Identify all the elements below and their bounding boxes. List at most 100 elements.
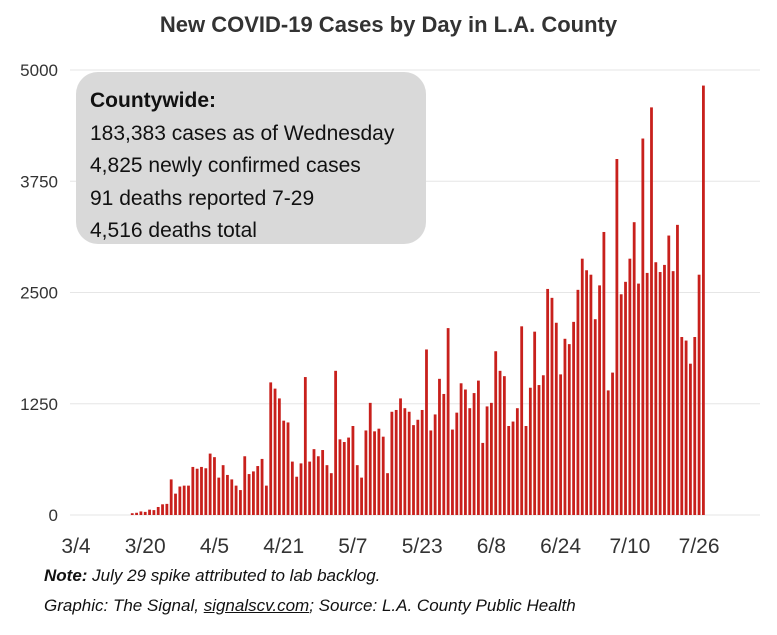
bar [572,321,576,515]
bar [213,457,216,515]
bar [325,465,329,515]
bar [459,383,463,515]
bar [433,414,437,515]
footnote: Note: July 29 spike attributed to lab ba… [44,566,380,586]
bar [541,375,545,515]
bar [226,474,229,515]
bar [187,485,190,515]
x-tick-label: 5/23 [402,535,443,558]
bar [247,474,251,515]
bar [130,513,134,515]
bar [243,456,247,515]
bar [615,159,619,515]
summary-title: Countywide: [90,89,216,112]
bar [624,281,627,515]
bar [342,442,346,515]
bar [221,465,225,515]
bar [438,378,441,515]
bar [135,512,138,515]
bar [351,426,355,515]
bar [502,376,506,515]
bar [260,458,264,515]
bar [477,380,480,515]
bar [468,408,472,515]
bar [407,411,411,515]
bar [697,274,701,515]
bar [182,485,186,515]
bar [650,107,653,515]
bar [386,473,389,515]
bar [178,486,182,515]
credit-line: Graphic: The Signal, signalscv.com; Sour… [44,596,576,616]
bar [494,351,498,515]
bar [598,285,601,515]
y-axis-ticks: 0 1250 2500 3750 5000 [20,61,58,525]
bar [628,258,632,515]
bar [645,272,649,515]
bar [567,344,571,515]
bar [667,235,671,516]
bar [290,461,294,515]
bar [451,429,454,515]
bar [611,372,614,515]
bar [637,283,640,515]
bar [394,409,398,515]
bar [472,393,476,515]
bar [520,326,524,515]
bar [546,288,550,515]
bar [360,477,363,515]
y-tick-label: 1250 [20,395,58,414]
bar [152,510,156,515]
bar [295,476,299,515]
bar [580,258,584,515]
x-tick-label: 4/5 [200,535,229,558]
bar [381,436,385,515]
y-tick-label: 5000 [20,61,58,80]
bar [169,479,173,515]
credit-suffix: ; Source: L.A. County Public Health [309,596,576,615]
x-tick-label: 3/4 [61,535,91,558]
note-text: July 29 spike attributed to lab backlog. [87,566,381,585]
bar [606,390,610,515]
bar [230,479,234,515]
countywide-summary-box: Countywide: 183,383 cases as of Wednesda… [76,72,426,244]
bar [303,377,307,515]
bar [208,453,212,515]
bar [563,338,567,515]
bar [174,493,177,515]
bar [684,340,688,515]
bar [156,506,160,515]
bar [143,511,147,515]
bar [602,231,606,516]
bar [528,387,532,515]
y-tick-label: 2500 [20,284,58,303]
bar [412,425,415,515]
x-tick-label: 4/21 [263,535,304,558]
bar [658,272,662,515]
bar [200,466,203,515]
bar [524,426,528,515]
bar [139,511,143,515]
bar [329,473,333,515]
bar [277,398,281,515]
credit-link[interactable]: signalscv.com [203,596,310,615]
bar [485,406,489,515]
bar [286,422,290,515]
bar [416,419,420,515]
y-tick-label: 0 [49,506,58,525]
bar [693,337,697,515]
bar [347,437,350,515]
bar [390,411,394,515]
x-tick-label: 7/10 [609,535,650,558]
bar [256,466,260,515]
bar [671,271,675,515]
credit-prefix: Graphic: The Signal, [44,596,204,615]
bars [130,85,705,516]
bar [593,319,597,515]
bar [204,468,208,515]
bar [489,402,493,515]
bar [464,389,467,515]
bar [312,449,316,515]
bar [481,442,485,515]
